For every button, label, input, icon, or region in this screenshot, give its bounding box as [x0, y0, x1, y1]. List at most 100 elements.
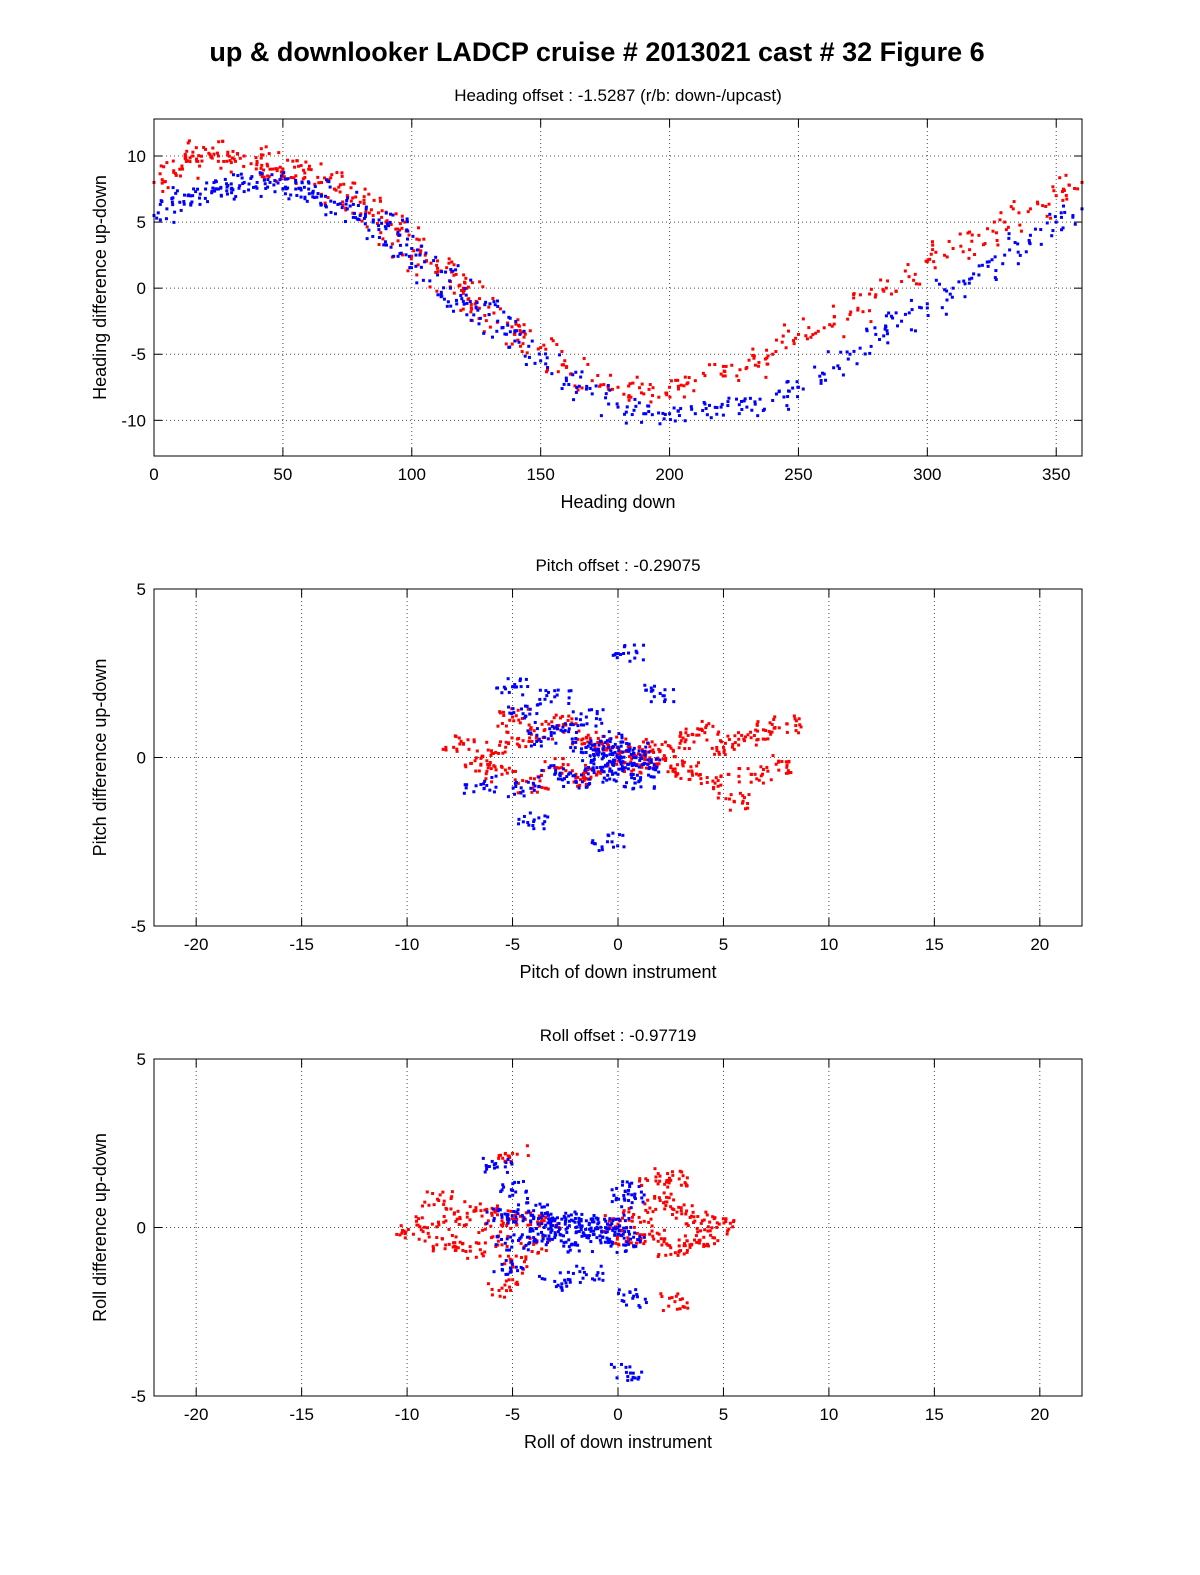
roll-blue-point [505, 1216, 509, 1220]
heading-red-point [255, 163, 259, 167]
heading-red-point [221, 139, 225, 143]
heading-blue-point [367, 228, 371, 232]
pitch-red-point [722, 750, 726, 754]
roll-blue-point [550, 1228, 554, 1232]
roll-blue-point [582, 1270, 586, 1274]
heading-blue-point [886, 341, 890, 345]
pitch-red-point [761, 768, 765, 772]
heading-x-tick-label: 150 [526, 465, 554, 484]
roll-red-point [414, 1215, 418, 1219]
pitch-blue-point [611, 831, 615, 835]
roll-red-point [627, 1210, 631, 1214]
pitch-red-point [759, 774, 763, 778]
pitch-blue-point [567, 730, 571, 734]
roll-blue-point [575, 1230, 579, 1234]
pitch-blue-point [643, 683, 647, 687]
pitch-blue-point [571, 740, 575, 744]
heading-blue-point [172, 220, 176, 224]
roll-blue-point [554, 1285, 558, 1289]
roll-blue-point [615, 1250, 619, 1254]
roll-blue-point [579, 1225, 583, 1229]
roll-red-point [540, 1220, 544, 1224]
heading-blue-point [742, 399, 746, 403]
pitch-red-point [503, 768, 507, 772]
pitch-blue-point [569, 723, 573, 727]
roll-blue-point [521, 1267, 525, 1271]
heading-red-point [560, 363, 564, 367]
heading-red-point [805, 337, 809, 341]
heading-blue-point [405, 220, 409, 224]
roll-red-point [689, 1243, 693, 1247]
heading-red-point [998, 218, 1002, 222]
roll-red-point [667, 1176, 671, 1180]
roll-red-point [667, 1304, 671, 1308]
roll-red-point [646, 1198, 650, 1202]
heading-blue-point [465, 313, 469, 317]
heading-red-point [400, 214, 404, 218]
roll-blue-point [633, 1195, 637, 1199]
pitch-blue-point [552, 726, 556, 730]
heading-blue-point [705, 413, 709, 417]
pitch-blue-point [558, 773, 562, 777]
pitch-red-point [649, 749, 653, 753]
roll-blue-point [622, 1197, 626, 1201]
roll-red-point [677, 1244, 681, 1248]
heading-red-point [504, 342, 508, 346]
heading-red-point [219, 166, 223, 170]
pitch-blue-point [592, 762, 596, 766]
pitch-red-point [737, 737, 741, 741]
pitch-blue-point [591, 839, 595, 843]
heading-blue-point [189, 202, 193, 206]
heading-red-point [924, 259, 928, 263]
pitch-red-point [737, 743, 741, 747]
roll-blue-point [505, 1170, 509, 1174]
pitch-blue-point [647, 767, 651, 771]
roll-blue-point [540, 1239, 544, 1243]
pitch-blue-point [521, 820, 525, 824]
pitch-red-point [741, 794, 745, 798]
heading-red-point [398, 228, 402, 232]
roll-red-point [483, 1250, 487, 1254]
roll-blue-point [536, 1232, 540, 1236]
heading-red-point [651, 393, 655, 397]
pitch-red-point [553, 757, 557, 761]
pitch-blue-point [571, 774, 575, 778]
roll-red-point [503, 1283, 507, 1287]
roll-red-point [646, 1178, 650, 1182]
roll-red-point [629, 1241, 633, 1245]
pitch-blue-point [586, 772, 590, 776]
heading-blue-point [945, 298, 949, 302]
roll-red-point [711, 1236, 715, 1240]
pitch-red-point [477, 769, 481, 773]
pitch-blue-point [589, 758, 593, 762]
heading-red-point [1061, 198, 1065, 202]
heading-blue-point [1007, 232, 1011, 236]
heading-blue-point [948, 292, 952, 296]
heading-blue-point [1008, 248, 1012, 252]
pitch-red-point [719, 740, 723, 744]
heading-red-point [609, 373, 613, 377]
pitch-red-point [586, 777, 590, 781]
heading-red-point [340, 174, 344, 178]
roll-red-point [500, 1219, 504, 1223]
roll-red-point [403, 1232, 407, 1236]
pitch-blue-point [602, 745, 606, 749]
roll-red-point [500, 1286, 504, 1290]
heading-red-point [362, 198, 366, 202]
roll-red-point [481, 1228, 485, 1232]
pitch-red-point [615, 762, 619, 766]
roll-red-point [670, 1296, 674, 1300]
roll-red-point [657, 1253, 661, 1257]
heading-blue-point [846, 357, 850, 361]
heading-blue-point [405, 217, 409, 221]
heading-red-point [973, 253, 977, 257]
pitch-blue-point [517, 822, 521, 826]
pitch-red-point [516, 781, 520, 785]
pitch-blue-point [601, 747, 605, 751]
pitch-blue-point [506, 795, 510, 799]
roll-red-point [696, 1215, 700, 1219]
pitch-blue-point [573, 746, 577, 750]
pitch-blue-point [628, 659, 632, 663]
pitch-blue-point [535, 727, 539, 731]
roll-blue-point [491, 1207, 495, 1211]
